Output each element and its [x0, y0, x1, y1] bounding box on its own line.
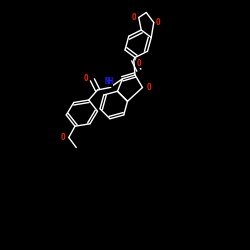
Text: NH: NH: [104, 78, 114, 86]
Text: O: O: [61, 133, 66, 142]
Text: O: O: [132, 13, 136, 22]
Text: O: O: [84, 74, 88, 83]
Text: O: O: [136, 59, 141, 68]
Text: O: O: [146, 83, 151, 92]
Text: O: O: [156, 18, 160, 27]
